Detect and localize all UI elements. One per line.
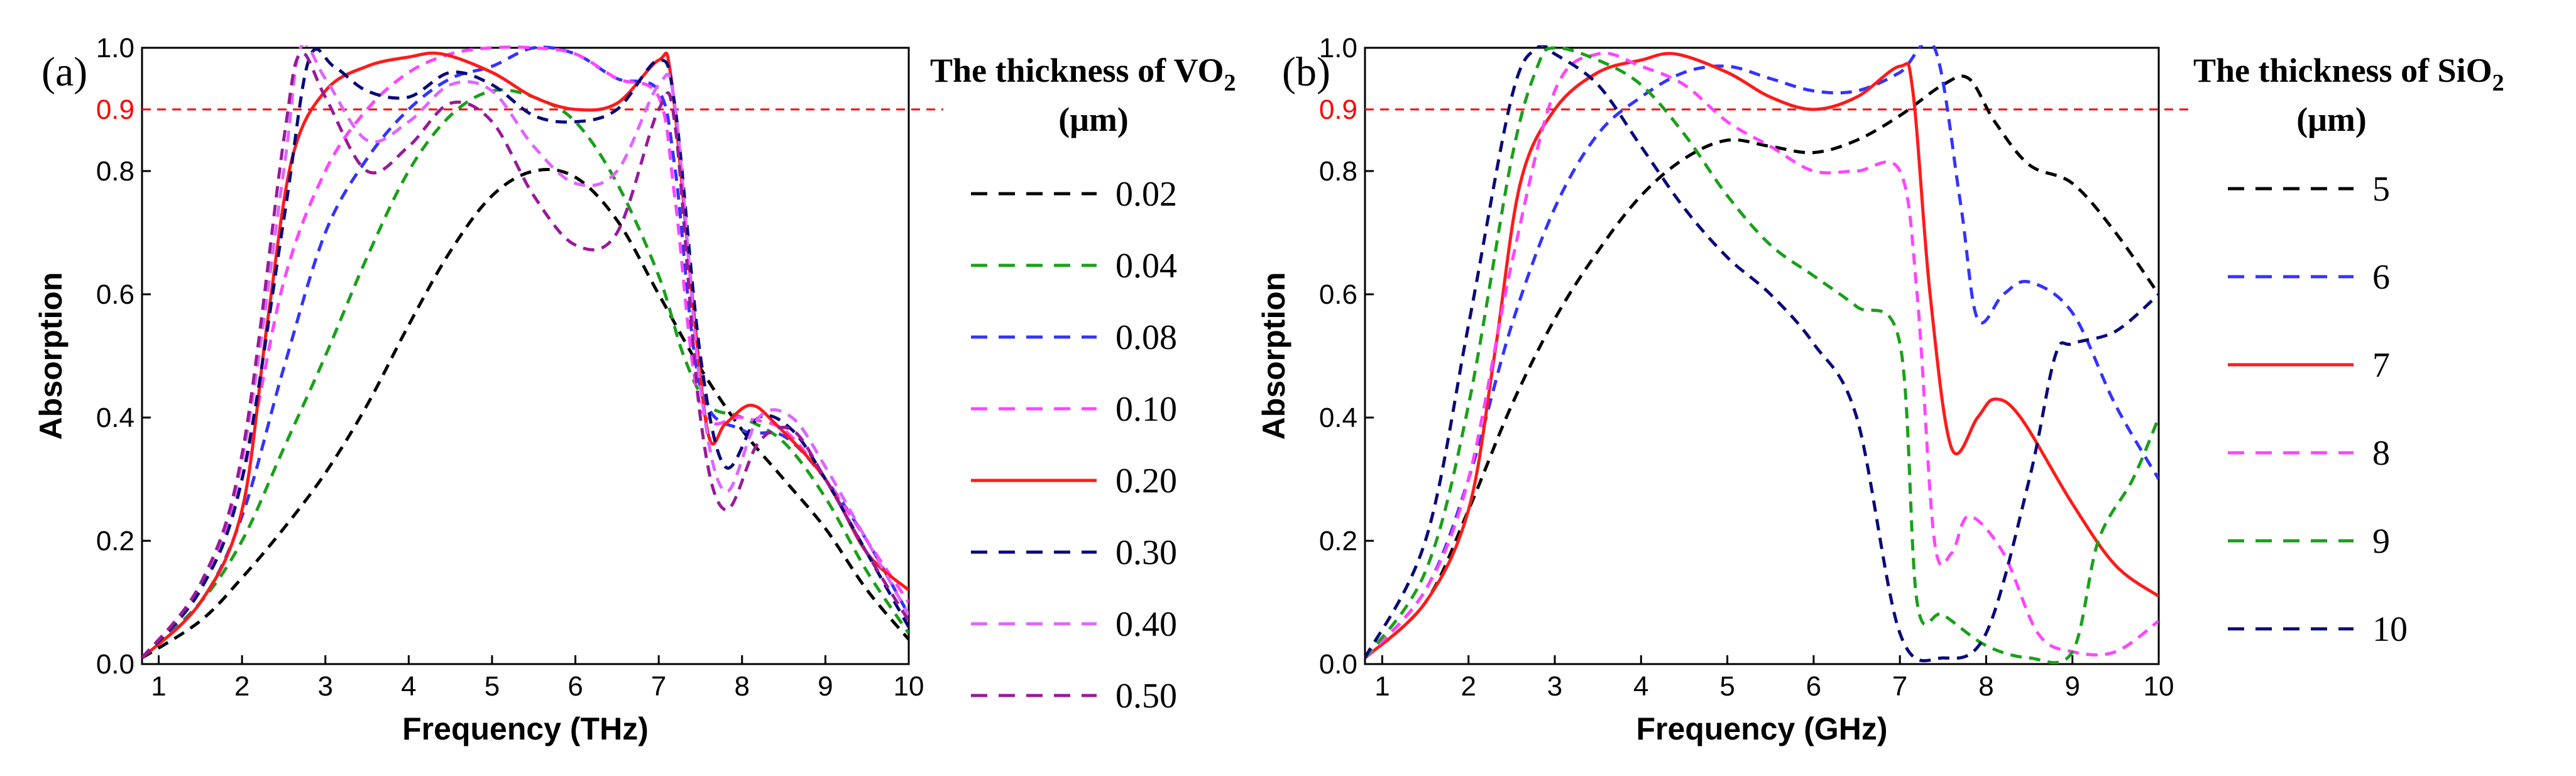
x-tick-label: 5 xyxy=(485,671,500,702)
legend-entry: 0.02 xyxy=(971,175,1177,214)
legend-entry: 0.30 xyxy=(971,533,1177,572)
legend-label: 0.10 xyxy=(1115,390,1177,429)
panel-a: 1 2 3 4 5 6 7 8 9 10 0.0 0.2 0.4 0.6 0.8 1.0 0.9 Frequenc… xyxy=(33,33,1236,746)
x-tick-label: 2 xyxy=(1461,671,1476,702)
panel-label: (b) xyxy=(1282,49,1330,95)
y-tick-label: 0.0 xyxy=(1319,649,1357,680)
legend-label: 0.40 xyxy=(1115,605,1177,644)
y-axis-title: Absorption xyxy=(33,272,69,440)
series-line-6 xyxy=(1365,45,2159,659)
legend-unit: (μm) xyxy=(1058,101,1129,138)
legend-entry: 5 xyxy=(2228,170,2390,209)
y-tick-label: 0.6 xyxy=(96,279,134,310)
x-tick-label: 1 xyxy=(151,671,166,702)
legend-entry: 0.08 xyxy=(971,318,1177,357)
legend-entry: 0.50 xyxy=(971,677,1177,716)
y-tick-label: 1.0 xyxy=(1319,33,1357,64)
x-tick-label: 2 xyxy=(234,671,249,702)
legend-title: The thickness of SiO2 xyxy=(2193,52,2504,96)
y-tick-label: 0.8 xyxy=(96,156,134,187)
legend-label: 8 xyxy=(2372,434,2390,473)
legend-title-main: The thickness of SiO xyxy=(2193,52,2492,89)
panel-label: (a) xyxy=(41,49,87,95)
y-axis-title: Absorption xyxy=(1256,272,1291,440)
x-axis-title: Frequency (THz) xyxy=(402,711,649,746)
series-line-0.40 xyxy=(142,45,909,659)
y-tick-label: 0.6 xyxy=(1319,279,1357,310)
legend-unit: (μm) xyxy=(2296,101,2367,138)
y-tick-label: 0.2 xyxy=(1319,526,1357,557)
series-line-0.30 xyxy=(142,47,909,659)
legend-label: 0.50 xyxy=(1115,677,1177,716)
x-tick-label: 7 xyxy=(1892,671,1907,702)
legend-title-subscript: 2 xyxy=(2492,70,2504,96)
series-group xyxy=(1365,45,2159,664)
legend-label: 7 xyxy=(2372,346,2390,385)
legend-entry: 0.20 xyxy=(971,462,1177,501)
legend-label: 0.04 xyxy=(1115,247,1177,285)
y-tick-label: 1.0 xyxy=(96,33,134,64)
legend-label: 9 xyxy=(2372,522,2390,561)
x-tick-label: 3 xyxy=(1547,671,1562,702)
series-line-5 xyxy=(1365,74,2159,660)
legend-label: 5 xyxy=(2372,170,2390,209)
legend-label: 0.08 xyxy=(1115,318,1177,357)
series-line-10 xyxy=(1365,45,2159,663)
x-tick-label: 7 xyxy=(651,671,666,702)
legend-entry: 9 xyxy=(2228,522,2390,561)
x-tick-label: 5 xyxy=(1719,671,1735,702)
legend-entry: 0.40 xyxy=(971,605,1177,644)
plot-frame xyxy=(1364,47,2160,665)
x-tick-label: 6 xyxy=(567,671,583,702)
series-line-0.08 xyxy=(142,45,909,660)
x-tick-label: 6 xyxy=(1806,671,1821,702)
series-line-0.10 xyxy=(142,45,909,659)
legend-entry: 0.10 xyxy=(971,390,1177,429)
reference-line-label: 0.9 xyxy=(96,94,134,125)
x-tick-label: 9 xyxy=(818,671,833,702)
x-tick-label: 9 xyxy=(2064,671,2080,702)
legend-entry: 10 xyxy=(2228,610,2408,649)
x-axis-title: Frequency (GHz) xyxy=(1636,711,1887,746)
legend-title-main: The thickness of VO xyxy=(930,52,1224,89)
x-tick-label: 4 xyxy=(1633,671,1648,702)
series-group xyxy=(142,45,909,660)
x-tick-label: 4 xyxy=(401,671,416,702)
x-tick-label: 10 xyxy=(894,671,924,702)
legend-title-subscript: 2 xyxy=(1224,70,1236,96)
legend-label: 0.02 xyxy=(1115,175,1177,214)
y-tick-label: 0.0 xyxy=(96,649,134,680)
series-line-9 xyxy=(1365,46,2159,664)
x-tick-label: 8 xyxy=(735,671,750,702)
y-tick-label: 0.8 xyxy=(1319,156,1357,187)
series-line-8 xyxy=(1365,51,2159,659)
legend-title: The thickness of VO2 xyxy=(930,52,1236,96)
y-tick-label: 0.4 xyxy=(96,402,134,433)
legend-label: 0.30 xyxy=(1115,533,1177,572)
x-tick-label: 8 xyxy=(1978,671,1993,702)
legend-entry: 0.04 xyxy=(971,247,1177,285)
legend-entry: 7 xyxy=(2228,346,2390,385)
legend-entry: 8 xyxy=(2228,434,2390,473)
x-tick-label: 3 xyxy=(317,671,332,702)
series-line-0.02 xyxy=(142,167,909,660)
legend-label: 10 xyxy=(2372,610,2408,649)
legend-label: 0.20 xyxy=(1115,462,1177,501)
x-tick-label: 1 xyxy=(1374,671,1389,702)
x-tick-label: 10 xyxy=(2144,671,2174,702)
panel-b: 1 2 3 4 5 6 7 8 9 10 0.0 0.2 0.4 0.6 0.8 1.0 0.9 Frequenc… xyxy=(1256,33,2504,746)
legend-label: 6 xyxy=(2372,258,2390,297)
legend-entry: 6 xyxy=(2228,258,2390,297)
y-tick-label: 0.4 xyxy=(1319,402,1357,433)
reference-line-label: 0.9 xyxy=(1319,94,1357,125)
y-tick-label: 0.2 xyxy=(96,526,134,557)
series-line-0.50 xyxy=(142,51,909,659)
